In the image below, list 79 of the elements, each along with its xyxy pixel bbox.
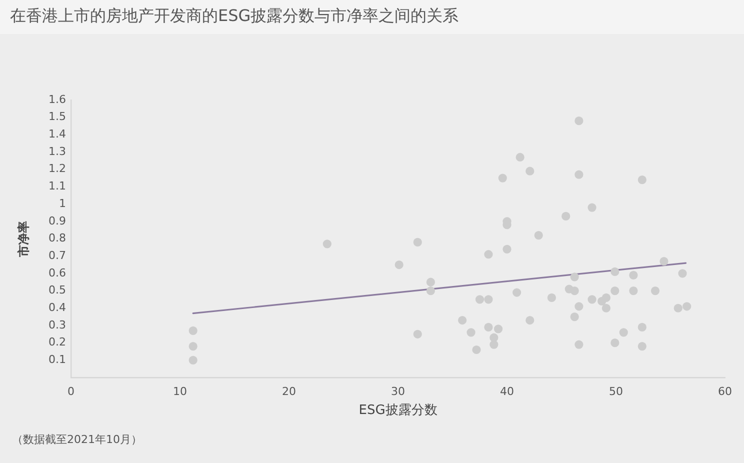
y-tick-label: 1: [59, 196, 66, 210]
y-tick-label: 0.5: [48, 284, 66, 297]
point: [678, 269, 687, 278]
point: [588, 203, 596, 212]
point: [413, 330, 422, 338]
point: [394, 260, 404, 270]
y-tick-label: 0.2: [48, 336, 66, 349]
point: [570, 272, 579, 282]
point: [570, 286, 579, 296]
x-tick-label: 60: [718, 384, 732, 398]
y-tick-label: 1.6: [48, 92, 66, 106]
point: [574, 340, 584, 349]
point: [188, 342, 198, 351]
point: [526, 316, 534, 325]
chart-title: 在香港上市的房地产开发商的ESG披露分数与市净率之间的关系: [10, 6, 459, 27]
point: [494, 324, 503, 334]
y-tick-label: 1.1: [48, 180, 66, 193]
point: [188, 356, 198, 364]
point: [562, 212, 570, 221]
point: [602, 293, 610, 302]
y-tick-label: 0.1: [48, 353, 66, 366]
text: （数据截至2021年10月）: [12, 432, 142, 447]
point: [574, 302, 584, 311]
point: [426, 278, 435, 286]
point: [484, 250, 493, 259]
point: [484, 295, 493, 304]
point: [498, 174, 507, 182]
point: [516, 152, 524, 162]
y-tick-label: 0.6: [48, 266, 66, 280]
point: [650, 286, 660, 296]
point: [638, 342, 646, 351]
point: [322, 240, 332, 248]
point: [534, 230, 543, 240]
point: [512, 288, 522, 297]
point: [629, 286, 638, 296]
y-tick-label: 1.5: [48, 110, 66, 124]
point: [458, 316, 467, 325]
y-tick-label: 0.4: [48, 300, 66, 314]
point: [526, 166, 534, 176]
x-axis-title: ESG披露分数: [358, 403, 438, 418]
point: [472, 345, 481, 354]
y-tick-label: 0.9: [48, 214, 66, 228]
y-tick-label: 0.3: [48, 318, 66, 332]
point: [602, 304, 610, 312]
x-tick-label: 40: [500, 384, 514, 398]
point: [588, 295, 596, 304]
y-tick-label: 1.4: [48, 128, 66, 141]
point: [188, 326, 198, 335]
x-tick-label: 20: [282, 384, 296, 398]
y-tick-label: 1.2: [48, 162, 66, 176]
point: [547, 293, 556, 302]
y-tick-label: 1.3: [48, 144, 66, 158]
point: [574, 170, 584, 179]
x-tick-label: 0: [68, 384, 74, 398]
point: [484, 322, 493, 332]
point: [413, 238, 422, 247]
point: [674, 304, 682, 312]
point: [570, 312, 579, 322]
point: [475, 295, 484, 304]
x-tick-label: 30: [391, 384, 405, 398]
y-axis-title: 市净率: [16, 220, 30, 258]
x-tick-label: 50: [609, 384, 623, 398]
point: [610, 286, 620, 296]
point: [610, 338, 620, 348]
point: [619, 328, 628, 337]
point: [502, 244, 512, 254]
y-tick-label: 0.7: [48, 248, 66, 262]
point: [629, 270, 638, 280]
point: [682, 302, 692, 311]
point: [638, 322, 646, 332]
point: [574, 116, 584, 126]
point: [638, 175, 646, 184]
x-tick-label: 10: [173, 384, 187, 398]
point: [426, 286, 435, 296]
point: [610, 267, 620, 276]
point: [466, 328, 476, 337]
point: [490, 340, 498, 349]
y-tick-label: 0.8: [48, 232, 66, 245]
point: [660, 256, 668, 266]
